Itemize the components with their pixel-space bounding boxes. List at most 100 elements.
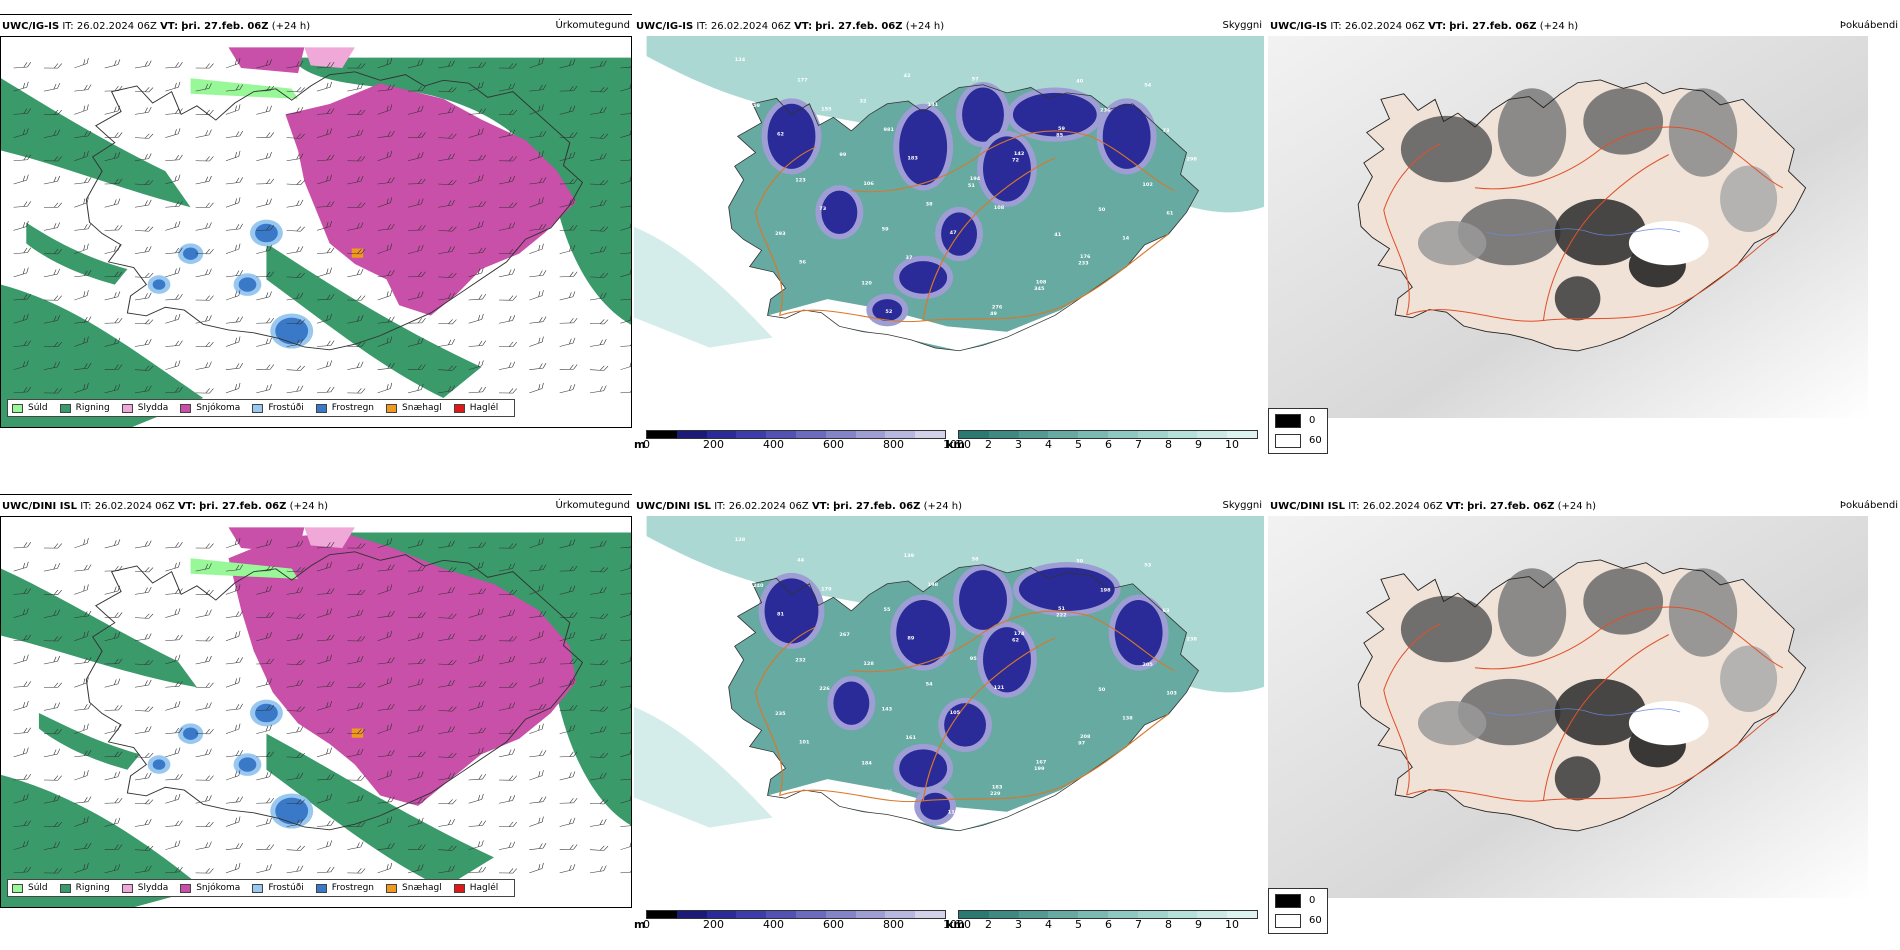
ceiling-value-label: 81 [777,612,784,617]
ceiling-value-label: 42 [904,74,911,79]
wind-barb [620,681,631,688]
wind-barb [347,202,366,208]
wind-barb [347,295,366,301]
wind-barb [438,679,455,688]
wind-barb [104,225,123,231]
wind-barb [620,727,631,734]
freezing-rain-spot-0 [255,223,278,243]
wind-barb [407,291,424,301]
wind-barb [316,313,332,324]
ceiling-value-label: 293 [775,232,786,237]
wind-barb [316,174,332,185]
legend-item: Súld [12,403,48,413]
panel-header: UWC/DINI ISL IT: 26.02.2024 06Z VT: þri.… [636,500,962,514]
init-time-value: 26.02.2024 06Z [94,501,175,512]
wind-barb [43,543,63,549]
wind-barb [225,150,241,162]
wind-barb [256,678,272,688]
ceiling-value-label: 65 [1185,257,1192,262]
freezing-rain-spot-4 [152,279,166,290]
wind-barb [407,632,424,642]
wind-barb [225,842,244,850]
wind-barb [225,657,244,665]
wind-barb [407,539,424,549]
wind-barb [529,610,547,618]
ceiling-value-label: 138 [1122,716,1133,721]
wind-barb [195,156,214,162]
wind-barb [468,154,487,162]
colorbar-bin [736,431,767,438]
wind-barb [589,60,607,69]
road-0 [779,713,1169,803]
ceiling-value-label: 179 [821,587,832,592]
wind-barb [195,563,212,572]
wind-barb [347,682,366,688]
wind-barb [347,249,366,255]
ceiling-value-label: 108 [1036,280,1047,285]
wind-barb [498,795,516,804]
wind-barb [468,340,487,347]
wind-barb [256,585,272,595]
ceiling-value-label: 155 [821,107,832,112]
wind-barb [407,771,424,781]
legend-label: Rigning [75,883,110,893]
legend-item: Snæhagl [386,883,442,893]
wind-barb [316,588,335,595]
wind-barb [468,294,487,301]
wind-barb [74,104,89,115]
wind-barb [559,132,578,138]
legend-item: Snæhagl [386,403,442,413]
panel-header: UWC/DINI ISL IT: 26.02.2024 06Z VT: þri.… [2,500,328,514]
legend-swatch [12,403,23,413]
wind-barb [468,247,487,254]
legend-swatch [315,403,327,413]
ceiling-value-label: 73 [1163,128,1170,133]
wind-barb [43,821,63,827]
colorbar-bin [647,431,677,438]
wind-barb [407,317,426,324]
colorbar-tick-label: 2 [985,438,992,451]
wind-barb [438,633,455,642]
wind-barb [468,608,484,618]
ceiling-value-label: 37 [906,256,913,261]
wind-barb [407,724,424,734]
ceiling-value-label: 44 [797,558,804,563]
legend-label: Frostregn [331,883,375,893]
ceiling-value-label: 103 [1166,691,1177,696]
wind-barb [104,565,123,572]
wind-barb [104,632,121,642]
fog-index-cell-2 [1583,88,1664,155]
ceiling-value-label: 240 [753,583,764,588]
fog-legend-label: 0 [1309,895,1316,906]
wind-barb [134,726,152,734]
wind-barb [347,109,366,115]
sleet-area [304,527,355,548]
wind-barb [347,775,366,781]
wind-barb [316,128,332,138]
low-ceiling-core-6 [821,190,858,235]
ceiling-value-label: 99 [839,153,846,158]
ceiling-colorbar-unit: m [634,918,646,931]
wind-barb [499,775,518,781]
wind-barb [286,87,305,93]
wind-barb [529,537,544,549]
legend-item: Frostregn [315,883,375,893]
wind-barb [13,681,32,688]
panel-header: UWC/IG-IS IT: 26.02.2024 06Z VT: þri. 27… [1270,20,1578,34]
wind-barb [43,341,63,347]
wind-barb [43,109,63,115]
wind-barb [286,660,305,666]
wind-barb [316,294,335,301]
wind-barb [104,384,121,394]
wind-barb [407,337,424,347]
ceiling-value-label: 97 [1078,741,1085,746]
ceiling-value-label: 61 [1166,211,1173,216]
wind-barb [620,268,631,278]
ceiling-value-label: 11 [817,306,824,311]
wind-barb [13,654,29,665]
wind-barb [256,384,272,394]
clear-fog-area [1628,220,1709,266]
legend-swatch [59,883,71,893]
ceiling-value-label: 59 [882,227,889,232]
wind-barb [134,385,152,394]
